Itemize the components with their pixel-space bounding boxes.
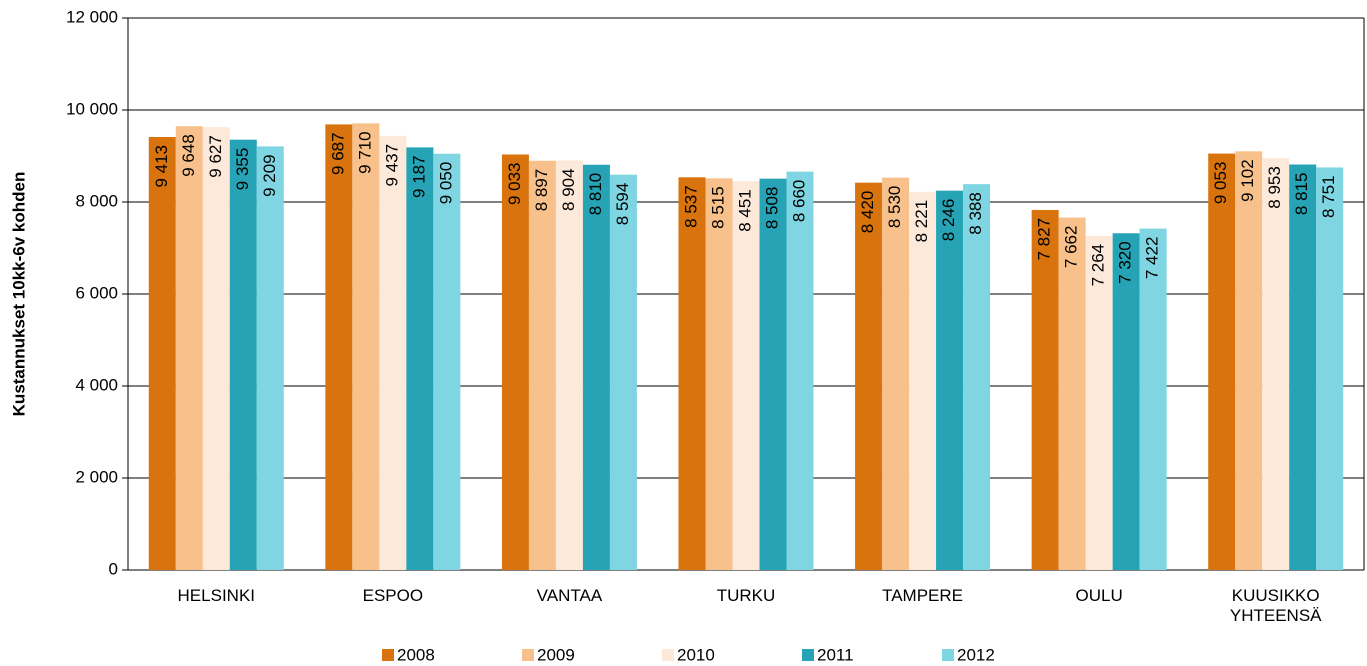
value-label: 8 904: [559, 168, 578, 211]
value-label: 8 221: [912, 200, 931, 243]
legend-label: 2012: [957, 645, 995, 664]
value-label: 9 627: [206, 135, 225, 178]
legend-label: 2009: [537, 645, 575, 664]
bar: [1085, 235, 1113, 570]
value-label: 8 246: [939, 199, 958, 242]
y-axis-label: Kustannukset 10kk-6v kohden: [9, 172, 28, 417]
bar: [882, 177, 910, 570]
y-tick-label: 0: [109, 559, 118, 578]
legend-swatch: [942, 649, 954, 661]
value-label: 8 530: [885, 186, 904, 229]
value-label: 8 451: [735, 189, 754, 232]
bar: [1031, 209, 1059, 570]
bar: [1289, 164, 1317, 570]
value-label: 7 662: [1062, 226, 1081, 269]
bar: [528, 160, 556, 570]
value-label: 9 687: [328, 132, 347, 175]
y-tick-label: 2 000: [75, 467, 118, 486]
bar: [433, 153, 461, 570]
value-label: 9 033: [505, 162, 524, 205]
bar: [1235, 151, 1263, 571]
value-label: 8 515: [708, 186, 727, 229]
legend-swatch: [662, 649, 674, 661]
y-tick-label: 6 000: [75, 283, 118, 302]
value-label: 7 422: [1143, 237, 1162, 280]
x-tick-label: TAMPERE: [882, 586, 964, 605]
value-label: 8 815: [1292, 173, 1311, 216]
bar: [936, 190, 964, 570]
value-label: 9 355: [233, 148, 252, 191]
bar: [786, 171, 814, 570]
value-label: 8 420: [858, 191, 877, 234]
value-label: 8 508: [762, 187, 781, 230]
y-tick-label: 8 000: [75, 191, 118, 210]
bar: [609, 174, 637, 570]
bar: [352, 123, 380, 570]
x-tick-label: ESPOO: [362, 586, 424, 605]
bar: [379, 135, 407, 570]
legend-label: 2011: [817, 645, 854, 664]
legend-label: 2010: [677, 645, 715, 664]
bar: [175, 126, 203, 570]
value-label: 8 810: [586, 173, 605, 216]
bar: [229, 139, 257, 571]
bar: [325, 124, 353, 570]
x-tick-label: HELSINKI: [177, 586, 256, 605]
value-label: 9 050: [436, 162, 455, 205]
bar: [909, 191, 937, 571]
bar: [148, 137, 176, 570]
bar: [759, 178, 787, 570]
y-tick-label: 4 000: [75, 375, 118, 394]
bar: [963, 184, 991, 571]
bar: [256, 146, 284, 571]
bar: [582, 164, 610, 571]
x-tick-label: OULU: [1075, 586, 1123, 605]
bar: [202, 127, 230, 571]
legend-swatch: [382, 649, 394, 661]
bar: [501, 154, 529, 570]
value-label: 8 897: [532, 169, 551, 212]
value-label: 8 953: [1265, 166, 1284, 209]
value-label: 9 710: [355, 131, 374, 174]
value-label: 8 660: [789, 180, 808, 223]
value-label: 8 537: [681, 185, 700, 228]
bar: [1112, 233, 1140, 570]
bar: [732, 181, 760, 570]
legend-swatch: [522, 649, 534, 661]
bar: [1316, 167, 1344, 571]
value-label: 9 102: [1238, 159, 1257, 202]
value-label: 7 264: [1089, 244, 1108, 287]
x-tick-label: VANTAA: [536, 586, 603, 605]
bar: [1208, 153, 1236, 570]
value-label: 9 437: [382, 144, 401, 187]
bar: [705, 178, 733, 570]
value-label: 9 648: [179, 134, 198, 177]
value-label: 9 187: [409, 155, 428, 198]
value-label: 9 209: [260, 154, 279, 197]
y-tick-label: 12 000: [66, 7, 118, 26]
bar: [406, 147, 434, 570]
bar: [1058, 217, 1086, 570]
value-label: 9 053: [1211, 162, 1230, 205]
value-label: 8 751: [1319, 175, 1338, 218]
value-label: 8 388: [966, 192, 985, 235]
x-tick-label: TURKU: [716, 586, 776, 605]
bar: [678, 177, 706, 570]
bar: [855, 182, 883, 570]
value-label: 9 413: [152, 145, 171, 188]
bar: [1139, 228, 1167, 570]
value-label: 7 320: [1116, 241, 1135, 284]
legend-swatch: [802, 649, 814, 661]
x-tick-label: KUUSIKKO YHTEENSÄ: [1229, 586, 1322, 625]
y-tick-label: 10 000: [66, 99, 118, 118]
bar: [555, 160, 583, 570]
value-label: 7 827: [1035, 218, 1054, 261]
value-label: 8 594: [613, 183, 632, 226]
bar: [1262, 158, 1290, 571]
legend-label: 2008: [397, 645, 435, 664]
